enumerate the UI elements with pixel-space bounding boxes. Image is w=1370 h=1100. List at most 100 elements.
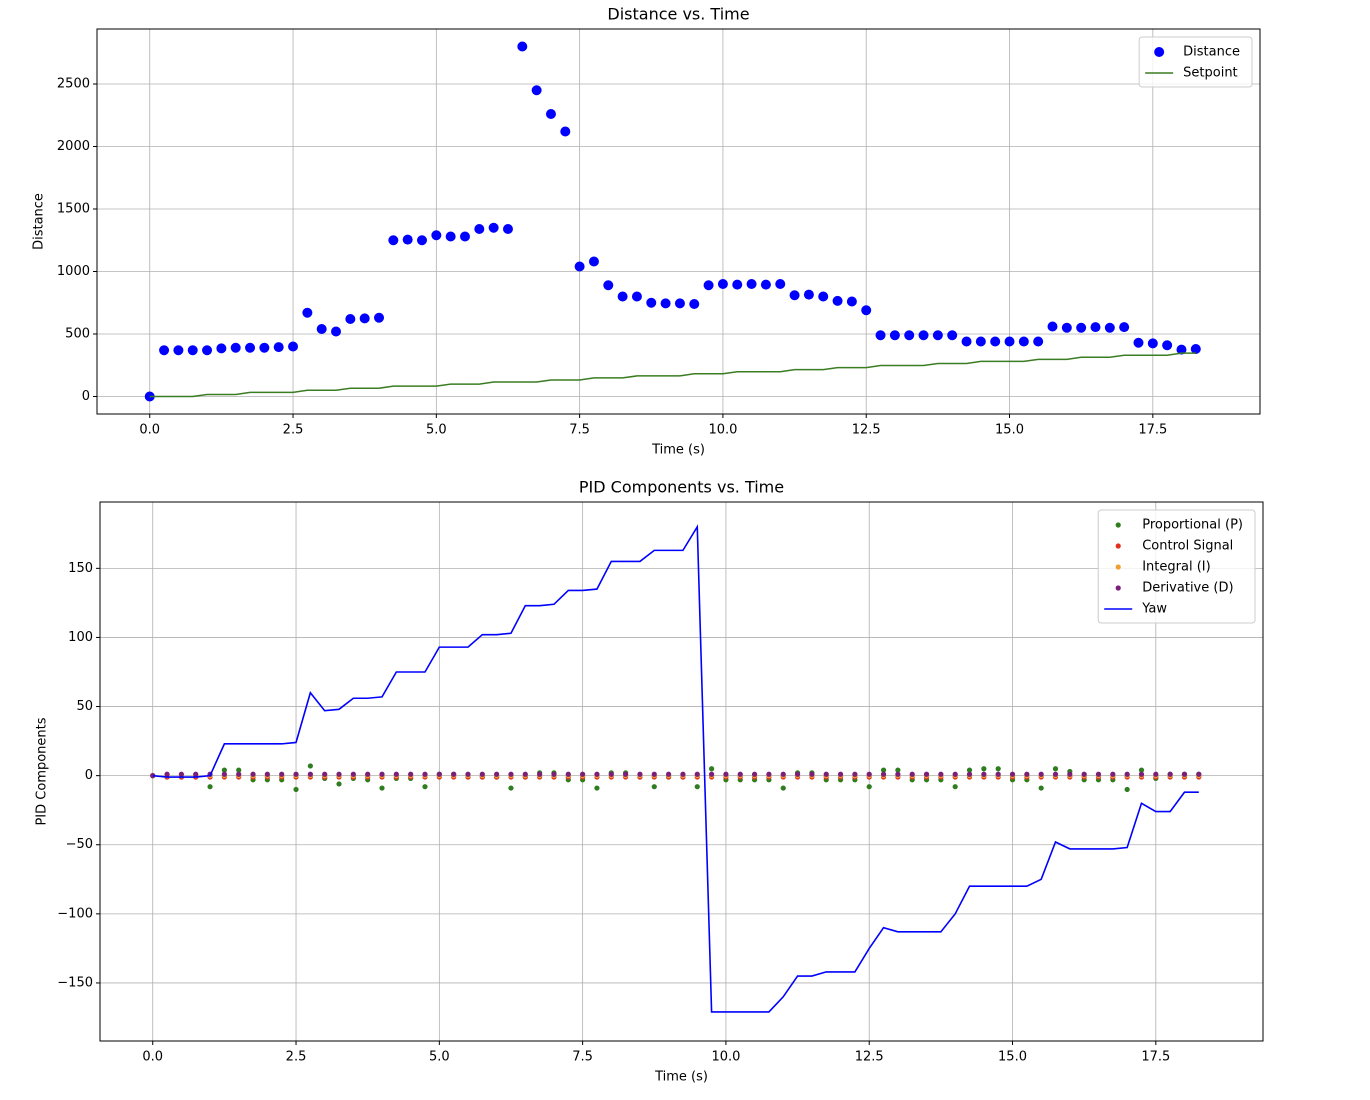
- point: [880, 771, 887, 777]
- point: [187, 345, 198, 356]
- point: [809, 771, 815, 777]
- point: [279, 771, 285, 777]
- point: [1147, 338, 1158, 349]
- point: [537, 771, 543, 777]
- point: [1038, 785, 1044, 791]
- point: [694, 784, 700, 790]
- point: [445, 231, 456, 242]
- point: [316, 324, 327, 334]
- point: [307, 763, 313, 769]
- point: [207, 784, 213, 790]
- point: [895, 767, 901, 773]
- point: [694, 771, 700, 777]
- point: [359, 313, 370, 324]
- x-tick-label: 10.0: [708, 423, 737, 438]
- point: [651, 784, 657, 790]
- point: [408, 771, 414, 777]
- point: [264, 771, 270, 777]
- point: [451, 771, 457, 777]
- point: [588, 256, 599, 267]
- point: [746, 279, 757, 289]
- point: [832, 295, 843, 306]
- point: [259, 342, 270, 353]
- point: [623, 771, 629, 777]
- point: [459, 231, 470, 242]
- point: [818, 291, 829, 302]
- point: [866, 784, 872, 790]
- point: [852, 771, 858, 777]
- point: [1181, 771, 1188, 777]
- point: [302, 307, 313, 318]
- point: [374, 312, 385, 323]
- point: [760, 279, 771, 290]
- point: [1081, 771, 1087, 777]
- legend-swatch: [1115, 522, 1121, 528]
- point: [365, 771, 371, 777]
- point: [1004, 336, 1015, 347]
- point: [680, 771, 686, 777]
- y-tick-label: 150: [68, 561, 93, 576]
- point: [236, 771, 242, 777]
- point: [288, 341, 299, 352]
- point: [402, 234, 413, 245]
- legend: Distance Setpoint: [1138, 36, 1253, 88]
- y-tick-label: 1000: [57, 264, 90, 279]
- point: [794, 771, 801, 777]
- point: [1052, 766, 1059, 772]
- point: [393, 771, 399, 777]
- point: [961, 336, 972, 347]
- point: [995, 771, 1001, 777]
- point: [336, 781, 342, 787]
- point: [837, 771, 844, 777]
- chart-title: Distance vs. Time: [607, 5, 749, 24]
- line: [152, 524, 1199, 1013]
- point: [689, 299, 700, 309]
- x-tick-label: 12.5: [852, 423, 881, 438]
- point: [666, 771, 672, 777]
- point: [947, 330, 958, 341]
- x-axis-label: Time (s): [651, 443, 705, 458]
- point: [245, 342, 256, 353]
- point: [708, 766, 715, 772]
- point: [494, 771, 500, 777]
- point: [293, 771, 299, 777]
- point: [416, 235, 427, 246]
- y-tick-label: 100: [68, 630, 93, 645]
- point: [273, 342, 284, 353]
- legend-label: Yaw: [1141, 602, 1167, 617]
- point: [1018, 336, 1029, 347]
- legend-label: Derivative (D): [1142, 581, 1233, 596]
- point: [660, 298, 671, 309]
- point: [637, 771, 643, 777]
- point: [551, 771, 557, 777]
- point: [560, 126, 571, 137]
- point: [565, 771, 571, 777]
- point: [803, 289, 814, 300]
- point: [436, 771, 442, 777]
- point: [293, 786, 299, 793]
- point: [981, 771, 987, 777]
- legend-label: Setpoint: [1183, 66, 1238, 81]
- point: [861, 305, 872, 316]
- point: [1024, 771, 1030, 777]
- x-tick-label: 2.5: [286, 1050, 307, 1065]
- point: [1153, 771, 1159, 777]
- point: [173, 345, 184, 356]
- point: [1033, 336, 1044, 347]
- y-axis-label: PID Components: [35, 717, 50, 825]
- point: [1076, 322, 1087, 333]
- point: [202, 345, 213, 356]
- y-tick-label: 2000: [57, 139, 90, 154]
- point: [336, 771, 342, 777]
- point: [995, 766, 1001, 772]
- line: [149, 352, 1196, 398]
- point: [1138, 771, 1145, 777]
- point: [1119, 322, 1130, 333]
- point: [603, 280, 614, 291]
- point: [236, 767, 242, 773]
- y-tick-label: −50: [66, 837, 93, 852]
- y-tick-label: 0: [85, 768, 93, 783]
- x-tick-label: 17.5: [1141, 1050, 1170, 1065]
- y-axis-label: Distance: [32, 193, 47, 250]
- point: [545, 109, 556, 119]
